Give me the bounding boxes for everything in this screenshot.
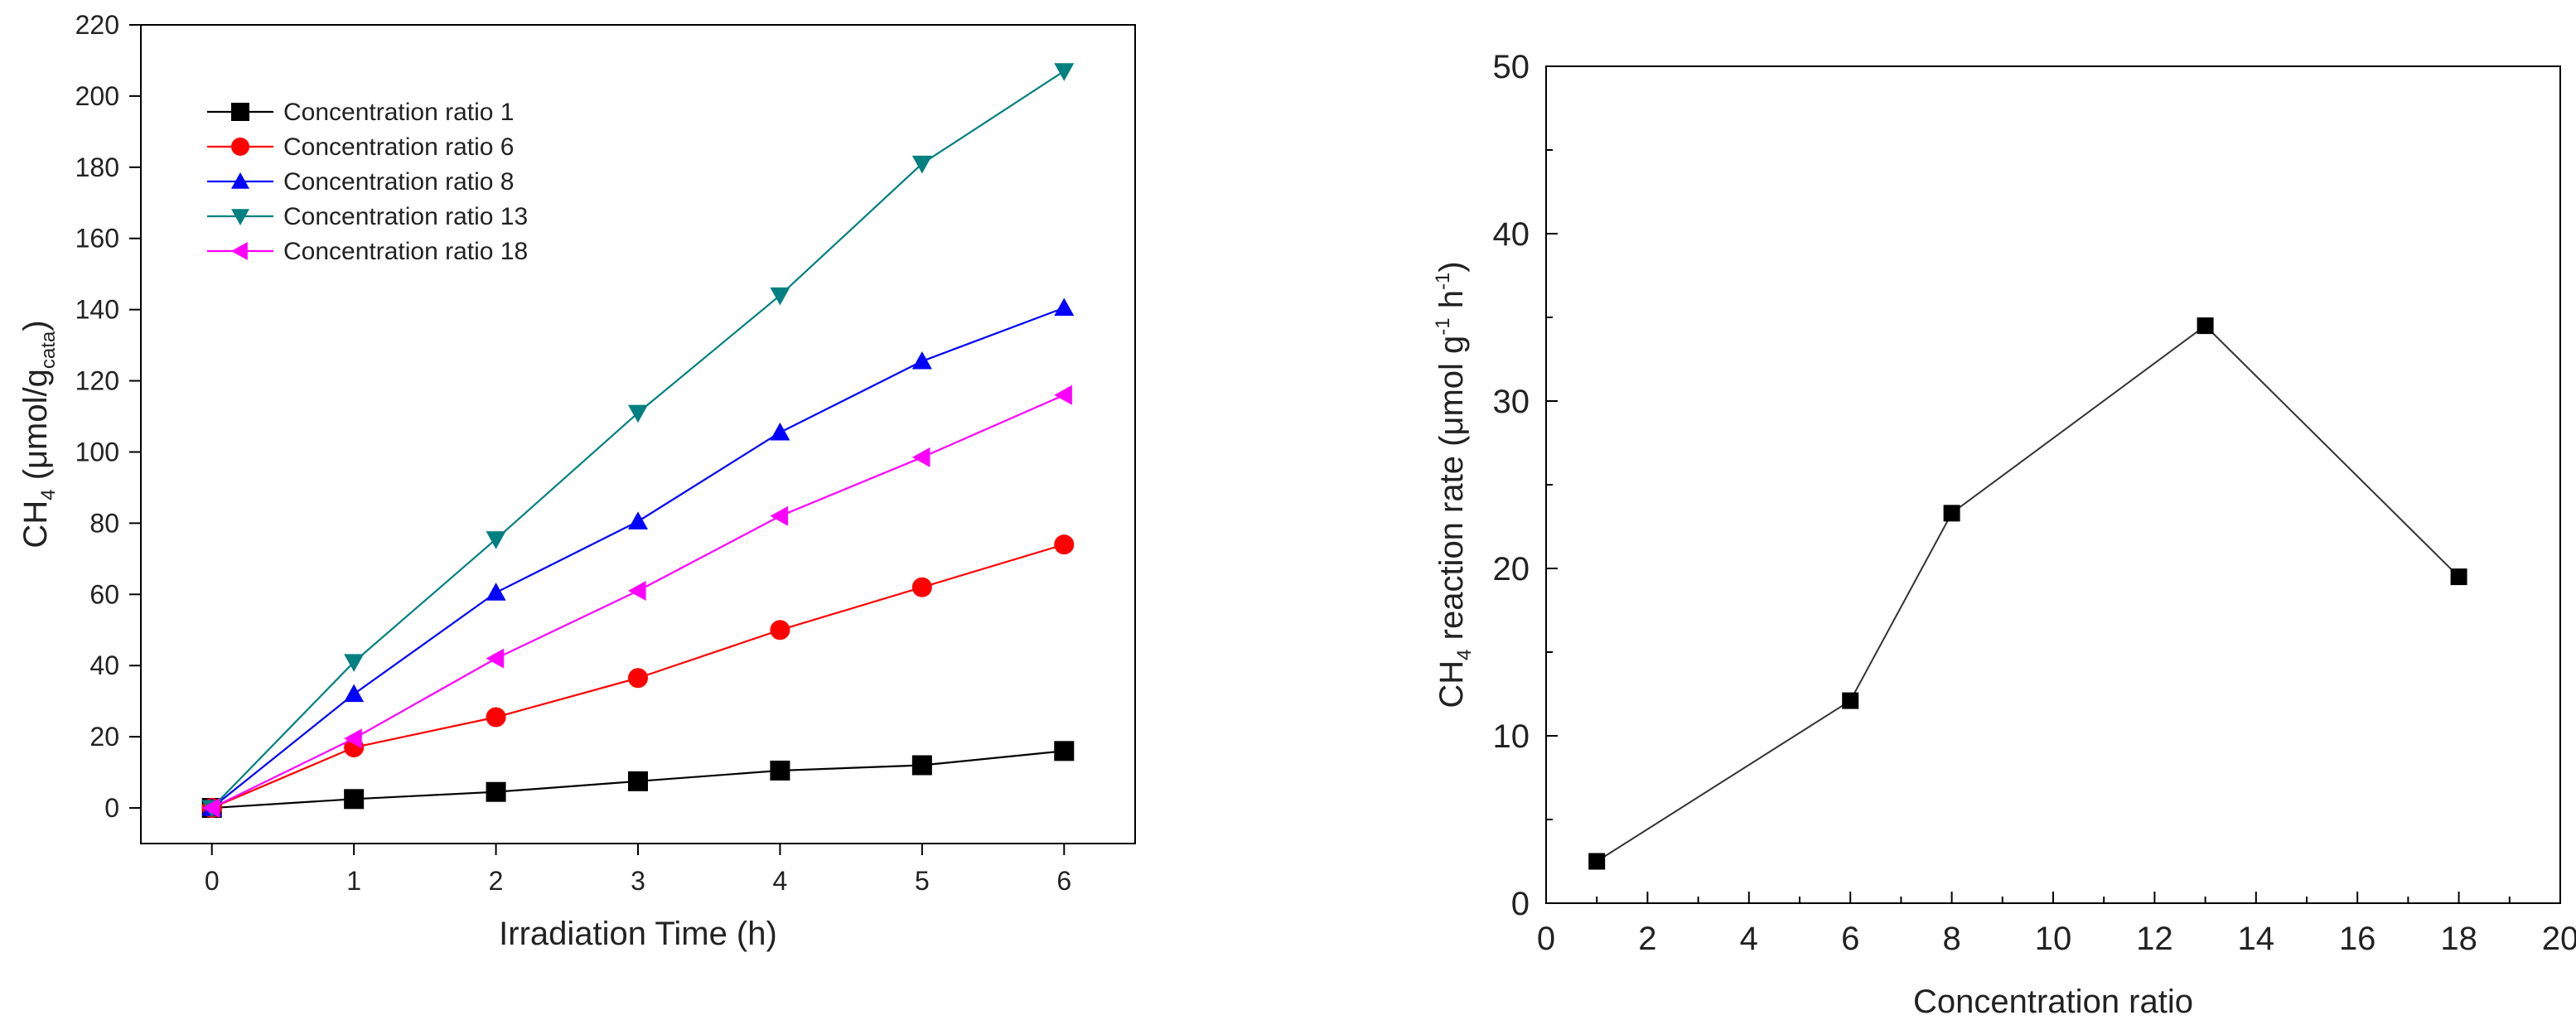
data-point	[911, 155, 932, 174]
data-point	[1054, 63, 1075, 81]
series-group	[201, 384, 1072, 819]
legend: Concentration ratio 1 Concentration ratio…	[207, 99, 528, 265]
data-point	[628, 511, 648, 529]
series-group	[1588, 317, 2467, 870]
x-axis-title: Irradiation Time (h)	[499, 916, 777, 952]
legend-label: Concentration ratio 8	[283, 168, 515, 196]
data-point	[1588, 853, 1606, 870]
y-tick-label: 50	[1493, 49, 1530, 85]
y-tick-label: 220	[75, 10, 119, 40]
x-tick-label: 0	[1537, 921, 1555, 957]
series-group	[201, 741, 1075, 819]
y-tick-label: 40	[1493, 216, 1530, 253]
y-tick-label: 160	[75, 224, 119, 254]
y-tick-label: 60	[89, 579, 119, 609]
x-axis-title: Concentration ratio	[1913, 984, 2193, 1020]
legend-marker	[231, 242, 248, 260]
x-tick-label: 6	[1056, 866, 1071, 896]
y-tick-label: 20	[1493, 551, 1530, 587]
x-tick-label: 2	[489, 866, 504, 896]
x-tick-label: 4	[1740, 921, 1758, 957]
series-group	[201, 297, 1075, 816]
legend-label: Concentration ratio 6	[283, 133, 515, 161]
y-tick-label: 180	[75, 152, 119, 182]
data-point	[911, 447, 930, 467]
data-point	[2450, 568, 2467, 586]
x-tick-label: 10	[2035, 921, 2072, 957]
y-tick-label: 20	[89, 722, 119, 752]
x-tick-label: 18	[2440, 921, 2477, 957]
y-tick-label: 40	[89, 650, 119, 680]
data-point	[1943, 505, 1960, 522]
data-point	[486, 583, 506, 601]
x-tick-label: 6	[1841, 921, 1859, 957]
x-tick-label: 0	[205, 866, 220, 896]
data-point	[1842, 692, 1859, 709]
y-axis-title: CH4 (μmol/gcata)	[17, 320, 60, 548]
data-point	[344, 789, 365, 810]
legend-marker	[231, 103, 249, 121]
data-point	[911, 577, 932, 597]
x-tick-label: 3	[631, 866, 645, 896]
x-tick-label: 8	[1942, 921, 1960, 957]
x-tick-label: 2	[1638, 921, 1656, 957]
legend-label: Concentration ratio 13	[283, 203, 528, 230]
x-tick-label: 16	[2339, 921, 2376, 957]
y-tick-label: 140	[75, 295, 119, 325]
y-tick-label: 80	[89, 508, 119, 538]
data-point	[628, 581, 646, 602]
series-line	[211, 394, 1065, 810]
data-point	[911, 755, 932, 776]
data-point	[344, 728, 362, 749]
y-axis-title: CH4 reaction rate (μmol g-1 h-1)	[1432, 261, 1476, 708]
series-line	[211, 307, 1065, 809]
data-point	[1054, 534, 1075, 555]
data-point	[486, 707, 506, 728]
y-tick-label: 100	[75, 437, 119, 467]
x-tick-label: 5	[915, 866, 930, 896]
data-point	[770, 287, 790, 306]
y-tick-label: 30	[1493, 384, 1530, 420]
data-point	[770, 760, 790, 781]
data-point	[201, 798, 220, 819]
reaction-rate-chart: 0 10 20 30 40 50 0 2 4 6 8 10 12 14 16 18 20 Concentratio…	[1432, 49, 2576, 1020]
x-tick-label: 14	[2238, 921, 2275, 957]
data-point	[1054, 384, 1072, 405]
y-tick-label: 120	[75, 366, 119, 396]
y-tick-label: 0	[1511, 886, 1530, 922]
data-point	[628, 771, 648, 791]
data-point	[486, 648, 505, 669]
data-point	[1054, 741, 1075, 761]
y-tick-label: 0	[104, 793, 119, 823]
x-tick-label: 12	[2136, 921, 2173, 957]
data-point	[770, 505, 789, 526]
data-point	[486, 781, 506, 802]
legend-marker	[231, 172, 249, 189]
data-point	[911, 351, 932, 370]
y-tick-label: 10	[1493, 718, 1530, 755]
series-line	[1596, 324, 2460, 863]
data-point	[770, 620, 790, 641]
legend-label: Concentration ratio 1	[283, 99, 515, 126]
data-point	[628, 404, 648, 423]
data-point	[1054, 297, 1075, 317]
plot-frame	[1545, 65, 2561, 904]
legend-label: Concentration ratio 18	[283, 238, 528, 265]
x-tick-label: 1	[346, 866, 361, 896]
x-tick-label: 4	[773, 866, 788, 896]
data-point	[628, 668, 648, 689]
x-tick-label: 20	[2542, 921, 2576, 957]
cumulative-ch4-chart: 0 20 40 60 80 100 120 140 160 180 200 220 0 1 2 3 4 5 6 Con…	[17, 10, 1136, 952]
data-point	[770, 422, 790, 441]
y-tick-label: 200	[75, 81, 119, 111]
data-point	[344, 654, 365, 672]
data-point	[486, 531, 506, 549]
data-point	[2197, 317, 2214, 335]
data-point	[344, 684, 365, 703]
legend-marker	[231, 209, 249, 225]
legend-marker	[231, 138, 249, 156]
